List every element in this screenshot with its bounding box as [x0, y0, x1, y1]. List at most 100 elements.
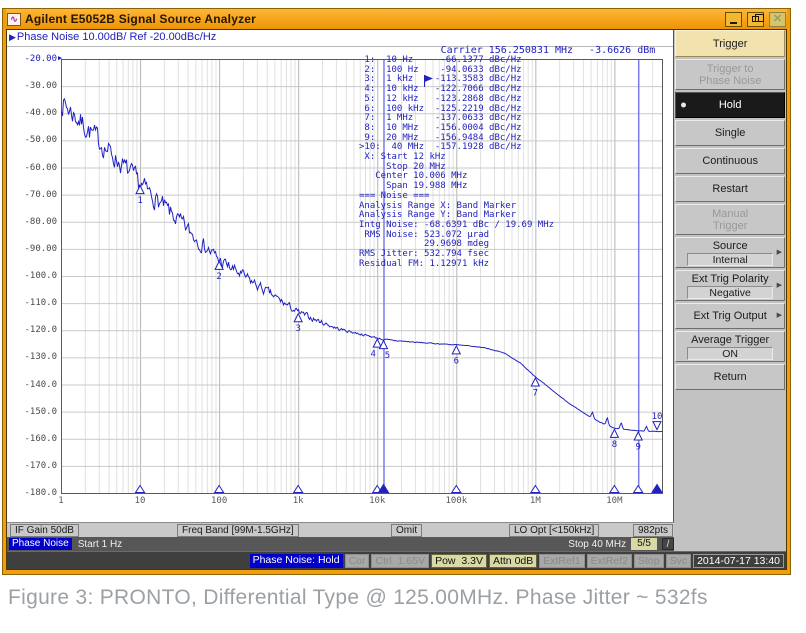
minimize-button[interactable] [725, 11, 742, 27]
softkey-restart[interactable]: Restart [675, 176, 785, 202]
marker-triangle-icon [378, 339, 389, 350]
softkey-trigger-to-phase-noise[interactable]: Trigger to Phase Noise [675, 59, 785, 90]
status-extref2: ExtRef2 [586, 553, 632, 568]
softkey-label: Continuous [702, 155, 758, 167]
trace-arrow-icon: ▶ [9, 32, 16, 42]
y-tick-label: -150.0 [24, 406, 57, 417]
phase-noise-plot[interactable]: 1 2 3 4 5 6 7 8 9 10 [61, 59, 663, 495]
readout-line: 8: 10 MHz -156.0004 dBc/Hz [359, 122, 522, 133]
minimize-icon [730, 21, 737, 24]
titlebar: ∿ Agilent E5052B Signal Source Analyzer … [6, 9, 787, 29]
softkey-label: Return [713, 371, 747, 383]
softkey-average-trigger[interactable]: Average Trigger ON [675, 331, 785, 362]
readout-line: Residual FM: 1.12971 kHz [359, 258, 490, 269]
if-gain-field: IF Gain 50dB [10, 524, 79, 537]
instrument-status-bar: Phase Noise: Hold Cor Ctrl 1.65V Pow 3.3… [7, 551, 786, 569]
status-cor: Cor [344, 553, 370, 568]
softkey-label: Source [712, 239, 748, 252]
status-attn: Attn 0dB [488, 553, 538, 568]
marker-triangle-icon [135, 184, 145, 195]
axis-marker-triangle-icon [632, 484, 644, 493]
y-tick-label: -120.0 [24, 325, 57, 336]
readout-line: Intg Noise: -68.6391 dBc / 19.69 MHz [359, 219, 555, 230]
y-tick-label: -90.00 [24, 243, 57, 254]
marker-number: 8 [612, 440, 617, 450]
softkey-value: Negative [687, 285, 774, 299]
marker-triangle-icon [372, 337, 383, 348]
start-frequency: Start 1 Hz [77, 538, 123, 550]
softkey-ext-trig-polarity[interactable]: Ext Trig Polarity Negative ▶ [675, 270, 785, 301]
marker-triangle-icon [652, 421, 662, 431]
app-icon: ∿ [7, 12, 21, 26]
status-stop: Stop [633, 553, 664, 568]
y-tick-label: -50.00 [24, 135, 57, 146]
marker-number: 2 [216, 272, 221, 282]
marker-9: 9 [633, 430, 644, 452]
softkey-return[interactable]: Return [675, 364, 785, 390]
marker-2: 2 [214, 260, 224, 282]
marker-number: 5 [385, 351, 390, 361]
softkey-manual-trigger[interactable]: Manual Trigger [675, 204, 785, 235]
softkey-value: ON [687, 346, 774, 360]
readout-line: 29.9698 mdeg [359, 239, 490, 250]
slash-indicator: / [662, 538, 674, 550]
softkey-source[interactable]: Source Internal ▶ [675, 237, 785, 268]
readout-line: === Noise === [359, 190, 430, 201]
readout-line: 2: 100 Hz -94.0633 dBc/Hz [359, 64, 522, 75]
omit-field: Omit [391, 524, 423, 537]
band-flag-icon [424, 75, 433, 82]
readout-line: Stop 20 MHz [359, 161, 446, 172]
x-tick-label: 10 [134, 496, 146, 506]
app-window: ∿ Agilent E5052B Signal Source Analyzer … [2, 8, 791, 575]
channel-badge[interactable]: Phase Noise [9, 538, 72, 550]
submenu-arrow-icon: ▶ [776, 312, 782, 319]
softkey-value: Internal [687, 252, 774, 266]
average-count: 5/5 [631, 538, 657, 550]
marker-readout-table: 1: 10 Hz -66.1377 dBc/Hz 2: 100 Hz -94.0… [359, 55, 555, 269]
stop-frequency: Stop 40 MHz [568, 538, 627, 550]
phase-noise-trace [61, 98, 663, 433]
softkey-label: Trigger [712, 219, 748, 232]
marker-number: 4 [371, 350, 376, 360]
marker-triangle-icon [451, 344, 462, 355]
status-datetime: 2014-07-17 13:40 [693, 553, 784, 568]
readout-line: Span 19.988 MHz [359, 181, 468, 192]
softkey-single[interactable]: Single [675, 120, 785, 146]
carrier-frequency: Carrier 156.250831 MHz [440, 45, 574, 56]
readout-line: 6: 100 kHz -125.2219 dBc/Hz [359, 103, 522, 114]
axis-marker-triangle-icon [608, 484, 620, 493]
channel-status-bar: Phase Noise Start 1 Hz Stop 40 MHz 5/5 / [7, 537, 676, 551]
y-tick-label: -130.0 [24, 352, 57, 363]
plot-border [61, 59, 663, 494]
maximize-button[interactable] [747, 11, 764, 27]
y-tick-label: -170.0 [24, 460, 57, 471]
status-pow: Pow 3.3V [431, 553, 487, 568]
marker-5: 5 [378, 339, 390, 361]
softkey-continuous[interactable]: Continuous [675, 148, 785, 174]
marker-10: 10 [652, 412, 662, 431]
readout-line: RMS Jitter: 532.794 fsec [359, 249, 490, 260]
softkey-hold[interactable]: Hold [675, 92, 785, 118]
marker-number: 6 [454, 356, 459, 366]
close-button[interactable]: ✕ [769, 11, 786, 27]
y-tick-label: -70.00 [24, 189, 57, 200]
marker-triangle-icon [609, 428, 620, 438]
marker-3: 3 [293, 312, 303, 334]
softkey-label: Average Trigger [691, 333, 770, 346]
band-stop-axis-triangle-icon [651, 483, 663, 493]
marker-triangle-icon [530, 376, 541, 387]
x-tick-label: 100k [445, 496, 468, 506]
softkey-label: Manual [712, 207, 749, 220]
readout-line: Analysis Range Y: Band Marker [359, 210, 517, 221]
axis-marker-triangle-icon [450, 484, 462, 493]
y-tick-label: -160.0 [24, 433, 57, 444]
softkey-label: Phase Noise [698, 74, 762, 87]
y-tick-label: -110.0 [24, 298, 57, 309]
marker-triangle-icon [214, 260, 224, 270]
softkey-ext-trig-output[interactable]: Ext Trig Output ▶ [675, 303, 785, 329]
carrier-readout: Carrier 156.250831 MHz -3.6626 dBm [441, 45, 656, 56]
readout-line: 5: 12 kHz -123.2868 dBc/Hz [359, 93, 522, 104]
axis-marker-triangle-icon [292, 484, 304, 493]
x-tick-label: 1 [58, 496, 64, 506]
softkey-menu-title: Trigger [675, 30, 785, 57]
